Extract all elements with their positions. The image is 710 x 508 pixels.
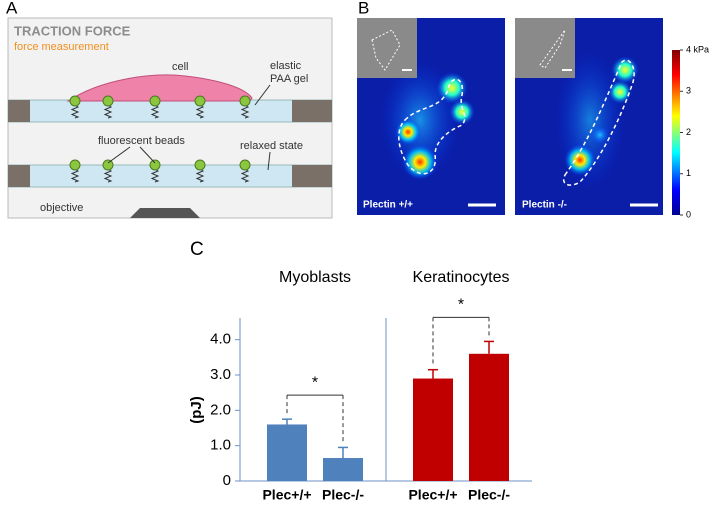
chart: (pJ) 0 1.0 2.0 3.0 4.0 Myoblasts Plec+/+ Plec-/-… — [188, 269, 532, 503]
bead — [194, 159, 206, 171]
bead — [102, 159, 114, 171]
label: fluorescent beads — [98, 135, 185, 147]
spring — [240, 168, 250, 183]
support — [8, 165, 30, 187]
bar — [413, 378, 453, 481]
heatmap — [515, 18, 663, 215]
beads — [69, 95, 251, 183]
label: elastic — [270, 60, 302, 72]
y-tick-label: 4.0 — [210, 331, 231, 348]
colorbar-ticks: 0 1 2 3 4 kPa — [680, 44, 709, 219]
x-tick-label: Plec-/- — [468, 487, 510, 503]
bead — [239, 159, 251, 171]
x-tick-label: Plec-/- — [322, 487, 364, 503]
bar — [469, 353, 509, 481]
colorbar-tick-label: 1 — [686, 168, 691, 178]
y-tick-label: 2.0 — [210, 401, 231, 418]
colorbar-tick-label: 3 — [686, 86, 691, 96]
leader — [139, 146, 156, 164]
group-label: Myoblasts — [279, 269, 351, 286]
bead — [194, 95, 206, 107]
colorbar — [672, 50, 680, 215]
gel — [7, 99, 333, 123]
y-tick-label: 1.0 — [210, 437, 231, 454]
significance: * — [458, 297, 464, 314]
group-label: Keratinocytes — [413, 269, 510, 286]
leader — [267, 151, 271, 171]
y-tick-label: 3.0 — [210, 366, 231, 383]
diagram-title: TRACTION FORCE — [14, 23, 131, 38]
bead — [102, 95, 114, 107]
bead — [149, 159, 161, 171]
heatmap — [357, 18, 505, 215]
label: PAA gel — [270, 73, 308, 85]
support — [8, 100, 30, 122]
y-axis-label: (pJ) — [188, 396, 205, 424]
spring — [240, 104, 250, 119]
leader — [254, 84, 271, 106]
spring — [150, 104, 160, 119]
bead — [69, 95, 81, 107]
colorbar-tick-label: 4 kPa — [686, 44, 709, 54]
bead — [69, 159, 81, 171]
significance: * — [312, 374, 318, 391]
gel — [7, 164, 333, 188]
spring — [70, 168, 80, 183]
leader — [107, 146, 131, 164]
x-tick-label: Plec+/+ — [408, 487, 457, 503]
panel-label: B — [358, 0, 369, 17]
spring — [195, 104, 205, 119]
colorbar-tick-label: 0 — [686, 209, 691, 219]
panel-label: C — [190, 239, 204, 260]
spring — [103, 168, 113, 183]
label: objective — [40, 202, 83, 214]
label: relaxed state — [240, 140, 303, 152]
y-tick-label: 0 — [223, 472, 231, 489]
bar — [267, 424, 307, 481]
spring — [150, 168, 160, 183]
objective-shape — [130, 208, 200, 218]
diagram-subtitle: force measurement — [14, 41, 109, 53]
spring — [70, 104, 80, 119]
cell-shape — [66, 74, 253, 102]
bead — [239, 95, 251, 107]
x-tick-label: Plec+/+ — [262, 487, 311, 503]
spring — [103, 104, 113, 119]
spring — [195, 168, 205, 183]
image-label: Plectin +/+ — [363, 200, 413, 211]
panel-label: A — [6, 0, 18, 17]
image-label: Plectin -/- — [522, 200, 567, 211]
bar — [323, 458, 363, 481]
support — [292, 100, 332, 122]
bead — [149, 95, 161, 107]
label: cell — [172, 61, 189, 73]
colorbar-tick-label: 2 — [686, 127, 691, 137]
support — [292, 165, 332, 187]
